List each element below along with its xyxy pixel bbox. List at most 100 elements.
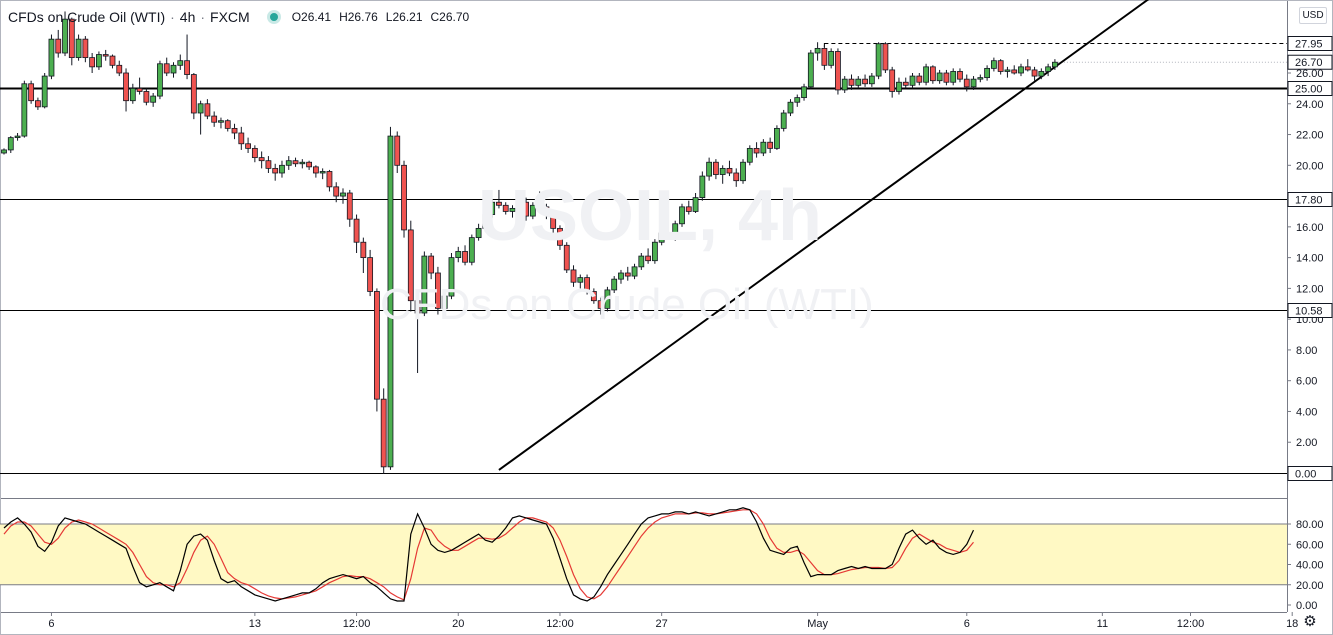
candle-up[interactable] xyxy=(936,72,943,82)
candle-down[interactable] xyxy=(353,218,360,243)
candle-down[interactable] xyxy=(563,244,570,271)
candle-down[interactable] xyxy=(258,157,265,162)
symbol-legend[interactable]: CFDs on Crude Oil (WTI) · 4h · FXCM O26.… xyxy=(8,7,477,27)
candle-up[interactable] xyxy=(841,78,848,91)
candle-up[interactable] xyxy=(319,171,326,174)
candle-down[interactable] xyxy=(645,255,651,262)
stochastic-k-line[interactable] xyxy=(3,507,975,602)
candle-down[interactable] xyxy=(394,135,401,166)
candle-up[interactable] xyxy=(218,120,224,123)
candle-up[interactable] xyxy=(814,47,821,54)
candle-up[interactable] xyxy=(774,127,780,149)
candle-up[interactable] xyxy=(990,60,997,69)
candle-up[interactable] xyxy=(509,207,516,212)
candle-down[interactable] xyxy=(35,100,41,108)
candle-up[interactable] xyxy=(787,101,794,114)
candle-down[interactable] xyxy=(55,38,62,54)
candle-up[interactable] xyxy=(577,277,584,283)
candle-up[interactable] xyxy=(340,192,346,197)
candle-up[interactable] xyxy=(658,232,665,243)
candle-down[interactable] xyxy=(224,120,231,129)
candle-down[interactable] xyxy=(726,167,733,174)
candle-down[interactable] xyxy=(428,255,435,274)
candle-down[interactable] xyxy=(407,229,414,302)
candle-up[interactable] xyxy=(448,257,455,297)
candle-down[interactable] xyxy=(414,300,421,314)
candle-up[interactable] xyxy=(1,149,7,154)
candle-down[interactable] xyxy=(143,91,150,103)
candle-down[interactable] xyxy=(245,143,251,149)
candle-down[interactable] xyxy=(882,43,889,71)
candle-up[interactable] xyxy=(692,197,699,212)
candle-down[interactable] xyxy=(163,63,170,74)
candle-up[interactable] xyxy=(719,167,726,175)
candle-down[interactable] xyxy=(435,272,441,309)
candle-down[interactable] xyxy=(190,74,197,114)
candle-up[interactable] xyxy=(706,161,713,177)
candle-up[interactable] xyxy=(197,103,204,114)
candle-down[interactable] xyxy=(848,78,855,86)
candle-down[interactable] xyxy=(862,78,868,85)
candle-up[interactable] xyxy=(651,241,658,262)
candle-up[interactable] xyxy=(746,147,753,163)
candle-up[interactable] xyxy=(75,38,82,59)
candle-up[interactable] xyxy=(1038,71,1045,77)
candle-up[interactable] xyxy=(909,75,916,86)
candle-up[interactable] xyxy=(170,64,177,74)
candle-down[interactable] xyxy=(89,57,96,68)
candle-down[interactable] xyxy=(685,206,692,212)
stochastic-d-line[interactable] xyxy=(3,509,974,601)
candle-up[interactable] xyxy=(285,160,292,166)
candle-down[interactable] xyxy=(496,201,502,206)
candle-up[interactable] xyxy=(299,161,306,165)
currency-button[interactable]: USD xyxy=(1299,7,1327,24)
candle-up[interactable] xyxy=(631,266,638,277)
candle-down[interactable] xyxy=(550,214,557,229)
candle-up[interactable] xyxy=(672,223,679,239)
market-status-icon[interactable] xyxy=(269,13,278,21)
candle-down[interactable] xyxy=(713,161,719,175)
candle-up[interactable] xyxy=(14,135,21,139)
candle-down[interactable] xyxy=(557,227,563,246)
candle-up[interactable] xyxy=(950,71,957,83)
candle-up[interactable] xyxy=(455,251,462,259)
candle-up[interactable] xyxy=(794,97,801,103)
candle-up[interactable] xyxy=(1045,66,1052,72)
candle-up[interactable] xyxy=(468,237,475,263)
candle-down[interactable] xyxy=(346,192,353,220)
candle-down[interactable] xyxy=(184,60,190,75)
candle-up[interactable] xyxy=(604,289,611,309)
candle-up[interactable] xyxy=(760,141,767,154)
symbol-name[interactable]: CFDs on Crude Oil (WTI) xyxy=(8,9,166,25)
candle-down[interactable] xyxy=(1024,66,1031,71)
candle-down[interactable] xyxy=(1011,69,1018,74)
candle-up[interactable] xyxy=(21,83,28,137)
candle-down[interactable] xyxy=(136,87,143,92)
candle-up[interactable] xyxy=(62,18,68,54)
candle-up[interactable] xyxy=(441,295,448,309)
candle-down[interactable] xyxy=(889,69,896,92)
candle-up[interactable] xyxy=(896,81,902,92)
candle-up[interactable] xyxy=(48,38,55,77)
candle-down[interactable] xyxy=(767,141,774,149)
candle-down[interactable] xyxy=(963,78,970,88)
candle-down[interactable] xyxy=(733,172,740,182)
candle-down[interactable] xyxy=(835,51,841,91)
candle-down[interactable] xyxy=(360,241,367,259)
candle-up[interactable] xyxy=(129,87,136,102)
candle-down[interactable] xyxy=(231,127,238,134)
candle-up[interactable] xyxy=(1004,69,1011,72)
candle-down[interactable] xyxy=(543,206,550,215)
candle-up[interactable] xyxy=(801,86,807,99)
candle-down[interactable] xyxy=(584,277,590,292)
candle-down[interactable] xyxy=(68,18,75,59)
candle-up[interactable] xyxy=(279,164,285,174)
candle-down[interactable] xyxy=(82,38,89,59)
candle-down[interactable] xyxy=(102,54,109,57)
candle-down[interactable] xyxy=(333,186,340,197)
candle-down[interactable] xyxy=(624,272,631,277)
candle-down[interactable] xyxy=(821,47,828,66)
candle-down[interactable] xyxy=(380,398,387,468)
candle-up[interactable] xyxy=(41,75,48,108)
candle-down[interactable] xyxy=(123,72,129,102)
